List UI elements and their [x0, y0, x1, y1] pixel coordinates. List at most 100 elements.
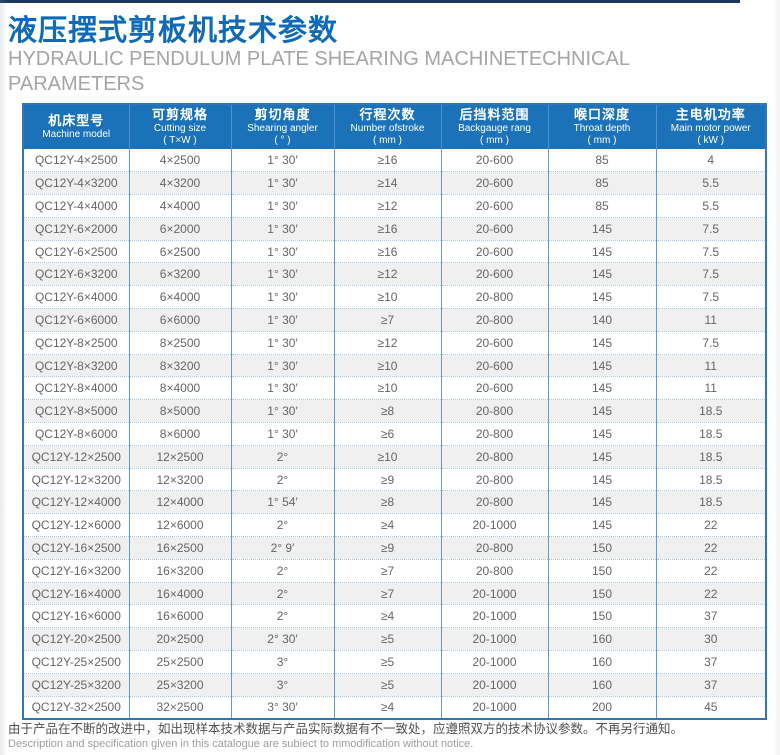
table-cell: 8×4000 [128, 376, 231, 400]
table-row: QC12Y-25×2500 25×2500 3° ≥5 20-1000 160 37 [23, 650, 766, 674]
table-cell: 20×2500 [128, 627, 231, 651]
table-cell: 20-800 [440, 285, 548, 309]
column-header-cn: 喉口深度 [573, 107, 630, 122]
column-header-unit: ( ° ) [274, 135, 291, 146]
table-cell: 18.5 [655, 399, 766, 423]
table-cell: 2° [230, 558, 334, 583]
table-cell: 7.5 [655, 239, 766, 263]
table-cell: ≥5 [333, 672, 441, 697]
table-cell: ≥12 [333, 194, 441, 218]
table-cell: 20-600 [440, 376, 548, 400]
table-cell: 11 [655, 308, 766, 332]
table-cell: ≥12 [333, 262, 441, 286]
column-header-unit: ( kW ) [697, 135, 725, 146]
table-cell: QC12Y-6×3200 [23, 262, 129, 286]
table-cell: ≥4 [333, 695, 441, 719]
column-header-motor-power: 主电机功率 Main motor power ( kW ) [655, 104, 766, 149]
table-row: QC12Y-12×2500 12×2500 2° ≥10 20-800 145 18.5 [23, 444, 766, 469]
table-cell: QC12Y-6×6000 [23, 308, 129, 332]
table-cell: QC12Y-25×2500 [23, 650, 129, 674]
column-header-en: Throat depth [573, 123, 631, 134]
table-cell: QC12Y-16×3200 [23, 558, 129, 583]
page-title: 液压摆式剪板机技术参数 [8, 15, 339, 47]
table-cell: 8×5000 [128, 399, 231, 423]
column-header-en: Number ofstroke [350, 123, 425, 134]
table-cell: 1° 30′ [230, 285, 334, 309]
table-cell: QC12Y-20×2500 [23, 627, 129, 651]
table-body: QC12Y-4×2500 4×2500 1° 30′ ≥16 20-600 85 4 QC12… [23, 149, 766, 719]
column-header-stroke-number: 行程次数 Number ofstroke ( mm ) [333, 104, 441, 149]
table-cell: 22 [655, 536, 766, 560]
table-cell: 16×6000 [128, 604, 231, 628]
table-cell: 20-600 [440, 239, 548, 263]
column-header-en: Cutting size [153, 123, 207, 134]
table-cell: 7.5 [655, 285, 766, 309]
table-cell: QC12Y-12×3200 [23, 467, 129, 491]
table-cell: 11 [655, 376, 766, 400]
table-cell: QC12Y-6×4000 [23, 285, 129, 309]
table-cell: 150 [547, 604, 656, 628]
column-header-en: Backgauge rang [458, 123, 531, 134]
table-cell: ≥5 [333, 650, 441, 674]
table-row: QC12Y-12×6000 12×6000 2° ≥4 20-1000 145 22 [23, 513, 766, 537]
table-cell: 16×2500 [128, 536, 231, 560]
table-cell: 20-800 [440, 399, 548, 423]
table-cell: 7.5 [655, 330, 766, 355]
table-cell: 20-600 [440, 330, 548, 355]
table-cell: 12×2500 [128, 444, 231, 469]
table-cell: QC12Y-16×2500 [23, 536, 129, 560]
table-cell: 20-600 [440, 216, 548, 241]
column-header-en: Machine model [42, 129, 111, 140]
table-cell: 20-600 [440, 194, 548, 218]
table-cell: ≥4 [333, 513, 441, 537]
table-cell: 32×2500 [128, 695, 231, 719]
table-cell: ≥6 [333, 422, 441, 446]
column-header-cutting-size: 可剪规格 Cutting size ( T×W ) [128, 104, 231, 149]
table-cell: 160 [547, 672, 656, 697]
table-cell: ≥10 [333, 444, 441, 469]
table-row: QC12Y-4×2500 4×2500 1° 30′ ≥16 20-600 85 4 [23, 149, 766, 172]
table-cell: 145 [547, 399, 656, 423]
table-cell: 4×4000 [128, 194, 231, 218]
table-cell: 160 [547, 627, 656, 651]
table-cell: 18.5 [655, 467, 766, 491]
table-cell: 145 [547, 444, 656, 469]
table-cell: 22 [655, 558, 766, 583]
table-cell: QC12Y-25×3200 [23, 672, 129, 697]
table-cell: 20-600 [440, 149, 548, 172]
table-cell: ≥10 [333, 353, 441, 377]
table-cell: 145 [547, 467, 656, 491]
table-cell: 160 [547, 650, 656, 674]
table-cell: 11 [655, 353, 766, 377]
table-cell: 200 [547, 695, 656, 719]
column-header-unit: ( T×W ) [163, 135, 197, 146]
column-header-cn: 主电机功率 [675, 107, 746, 122]
table-cell: 20-1000 [440, 604, 548, 628]
table-cell: QC12Y-4×2500 [23, 149, 129, 172]
table-cell: 16×3200 [128, 558, 231, 583]
table-cell: ≥7 [333, 558, 441, 583]
table-cell: 25×2500 [128, 650, 231, 674]
table-cell: QC12Y-4×4000 [23, 194, 129, 218]
table-cell: 16×4000 [128, 581, 231, 605]
table-row: QC12Y-8×2500 8×2500 1° 30′ ≥12 20-600 145 7.5 [23, 330, 766, 355]
table-cell: 20-800 [440, 444, 548, 469]
table-row: QC12Y-25×3200 25×3200 3° ≥5 20-1000 160 37 [23, 672, 766, 697]
table-cell: 20-800 [440, 490, 548, 514]
table-cell: ≥4 [333, 604, 441, 628]
table-cell: ≥5 [333, 627, 441, 651]
page-edge-shadow-right [774, 0, 780, 755]
table-cell: 1° 30′ [230, 262, 334, 286]
table-row: QC12Y-8×4000 8×4000 1° 30′ ≥10 20-600 145 11 [23, 376, 766, 400]
table-row: QC12Y-8×6000 8×6000 1° 30′ ≥6 20-800 145 18.5 [23, 422, 766, 446]
table-cell: 8×3200 [128, 353, 231, 377]
table-row: QC12Y-6×2500 6×2500 1° 30′ ≥16 20-600 145 7.5 [23, 239, 766, 263]
table-cell: 20-1000 [440, 695, 548, 719]
table-cell: ≥14 [333, 171, 441, 195]
table-cell: 6×3200 [128, 262, 231, 286]
table-cell: 85 [547, 194, 656, 218]
table-row: QC12Y-12×4000 12×4000 1° 54′ ≥8 20-800 145 18.… [23, 490, 766, 514]
table-row: QC12Y-16×3200 16×3200 2° ≥7 20-800 150 22 [23, 558, 766, 583]
table-cell: 2° [230, 513, 334, 537]
table-cell: ≥12 [333, 330, 441, 355]
